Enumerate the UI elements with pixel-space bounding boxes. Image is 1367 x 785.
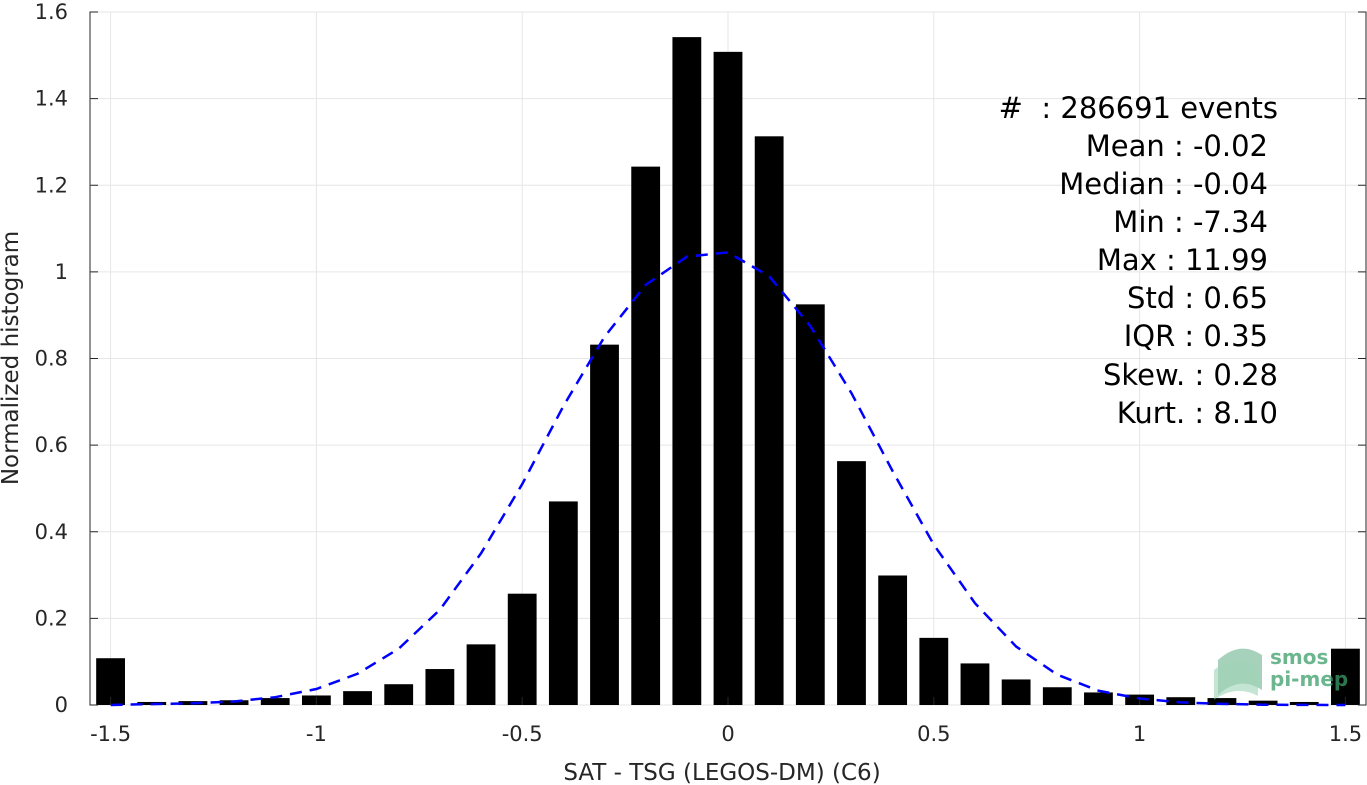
y-tick-label: 1	[55, 260, 68, 284]
bar	[631, 166, 661, 706]
bar	[837, 461, 866, 705]
logo-wave-icon-2	[1214, 660, 1258, 700]
bar	[1331, 648, 1360, 705]
logo-line1: smos	[1270, 645, 1328, 669]
bar	[795, 304, 825, 705]
bar	[1289, 701, 1319, 705]
x-axis-label: SAT - TSG (LEGOS-DM) (C6)	[563, 760, 880, 785]
y-tick-label: 1.6	[35, 0, 68, 24]
x-tick-label: -1	[306, 722, 327, 746]
y-tick-label: 0.6	[35, 433, 68, 457]
smos-pimep-logo: smos pi-mep	[1214, 645, 1348, 700]
logo-line2: pi-mep	[1270, 667, 1348, 691]
bar	[1084, 692, 1113, 705]
y-tick-label: 0.2	[35, 606, 68, 630]
bar	[590, 344, 619, 705]
x-tick-label: 1	[1133, 722, 1146, 746]
y-tick-label: 0.8	[35, 347, 68, 371]
bar	[384, 684, 414, 705]
x-tick-label: 1.5	[1329, 722, 1362, 746]
stat-std: Std : 0.65	[1127, 281, 1268, 315]
stat-kurt: Kurt. : 8.10	[1117, 396, 1278, 430]
logo-wave-icon	[1218, 648, 1262, 695]
bar	[425, 669, 455, 705]
y-axis-label: Normalized histogram	[0, 231, 24, 485]
stat-max: Max : 11.99	[1097, 243, 1268, 277]
x-tick-label: -1.5	[90, 722, 131, 746]
bars	[96, 37, 1360, 706]
bar	[1207, 698, 1237, 705]
bar	[754, 136, 784, 705]
bar	[548, 501, 578, 705]
stat-median: Median : -0.04	[1059, 167, 1268, 201]
bar	[1001, 679, 1031, 705]
bar	[672, 37, 702, 705]
x-tick-label: 0.5	[917, 722, 950, 746]
bar	[1166, 697, 1196, 705]
stat-min: Min : -7.34	[1113, 205, 1268, 239]
x-ticks: -1.5 -1 -0.5 0 0.5 1 1.5	[90, 697, 1362, 746]
bar	[713, 51, 743, 706]
bar	[919, 637, 949, 705]
stat-events: # : 286691 events	[999, 91, 1278, 125]
y-tick-label: 0	[55, 693, 68, 717]
x-tick-label: -0.5	[502, 722, 543, 746]
bar	[507, 593, 537, 705]
stat-iqr: IQR : 0.35	[1124, 319, 1268, 353]
bar	[1042, 687, 1072, 705]
y-tick-label: 0.4	[35, 520, 68, 544]
bar	[260, 698, 290, 705]
stat-mean: Mean : -0.02	[1086, 129, 1268, 163]
y-tick-label: 1.2	[35, 173, 68, 197]
bar	[466, 644, 496, 705]
x-tick-label: 0	[721, 722, 734, 746]
bar	[343, 691, 372, 705]
y-tick-label: 1.4	[35, 87, 68, 111]
bar	[1248, 700, 1278, 705]
y-ticks: 0 0.2 0.4 0.6 0.8 1 1.2 1.4 1.6	[35, 0, 1366, 717]
stats-box: # : 286691 events Mean : -0.02 Median : …	[999, 91, 1278, 430]
bar	[960, 663, 990, 705]
stat-skew: Skew. : 0.28	[1103, 358, 1278, 392]
bar	[878, 575, 908, 705]
